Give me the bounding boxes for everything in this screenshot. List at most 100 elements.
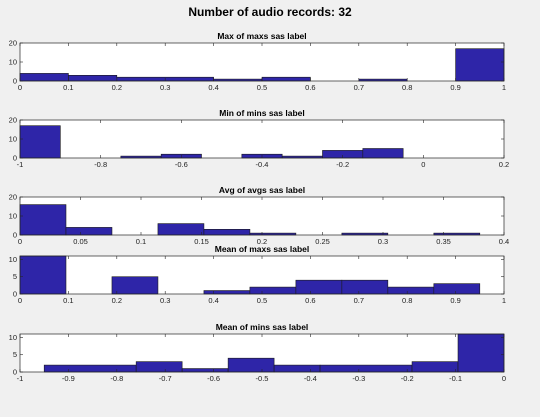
subplot-title: Min of mins sas label <box>219 108 305 118</box>
subplot-title: Avg of avgs sas label <box>219 185 305 195</box>
x-tick-label: 0.8 <box>402 83 412 92</box>
y-tick-label: 20 <box>9 116 17 125</box>
y-tick-label: 10 <box>9 212 17 221</box>
histogram-bar <box>181 368 229 373</box>
x-tick-label: 1 <box>502 296 506 305</box>
x-tick-label: 0 <box>18 83 22 92</box>
histogram-bar <box>65 227 113 236</box>
y-tick-label: 0 <box>13 154 17 163</box>
histogram-bar <box>203 229 251 236</box>
x-tick-label: -0.4 <box>256 160 269 169</box>
subplot-2: Min of mins sas label -1 -0.8 -0.6 -0.4 -0.2 0… <box>9 108 510 169</box>
y-tick-label: 10 <box>9 135 17 144</box>
histogram-bar <box>261 76 311 82</box>
x-tick-label: 0.15 <box>194 237 209 246</box>
histogram-bar <box>273 364 321 373</box>
histogram-bar <box>43 364 137 373</box>
figure-suptitle: Number of audio records: 32 <box>188 5 352 19</box>
x-tick-label: 0.05 <box>73 237 88 246</box>
x-tick-label: -0.7 <box>159 374 172 383</box>
x-tick-label: -0.4 <box>304 374 317 383</box>
x-tick-label: -1 <box>17 160 24 169</box>
x-tick-label: 0.3 <box>378 237 388 246</box>
x-tick-label: 0.7 <box>354 296 364 305</box>
histogram-bar <box>319 364 413 373</box>
y-tick-label: 20 <box>9 39 17 48</box>
x-tick-label: 0.4 <box>208 296 218 305</box>
x-tick-label: -0.8 <box>110 374 123 383</box>
x-tick-label: 0.2 <box>112 83 122 92</box>
y-tick-label: 20 <box>9 193 17 202</box>
x-tick-label: 0.2 <box>257 237 267 246</box>
x-tick-label: 0.35 <box>436 237 451 246</box>
x-tick-label: 0.5 <box>257 83 267 92</box>
subplots: Max of maxs sas label 0 0.1 0.2 0.3 0.4 0.5 0.6… <box>9 31 510 383</box>
x-tick-label: 0.1 <box>63 83 73 92</box>
histogram-bar <box>387 286 435 295</box>
histogram-bar <box>135 361 183 373</box>
y-tick-label: 0 <box>13 368 17 377</box>
histogram-bar <box>341 279 389 295</box>
axes-frame <box>19 333 505 373</box>
axes-frame <box>19 196 505 236</box>
subplot-4: Mean of maxs sas label 0 0.1 0.2 0.3 0.4 0.5 0.… <box>9 244 506 305</box>
x-tick-label: -0.2 <box>401 374 414 383</box>
x-tick-label: 0.8 <box>402 296 412 305</box>
histogram-bar <box>362 148 404 159</box>
x-tick-label: 0.6 <box>305 296 315 305</box>
x-tick-label: 0.7 <box>354 83 364 92</box>
histogram-bar <box>68 75 118 82</box>
x-tick-label: 0 <box>18 296 22 305</box>
x-tick-label: 0.2 <box>112 296 122 305</box>
x-tick-label: 0.3 <box>160 83 170 92</box>
histogram-bar <box>111 276 159 295</box>
subplot-1: Max of maxs sas label 0 0.1 0.2 0.3 0.4 0.5 0.6… <box>9 31 506 92</box>
y-tick-label: 5 <box>13 272 17 281</box>
x-tick-label: 0.1 <box>136 237 146 246</box>
x-tick-label: -0.9 <box>62 374 75 383</box>
x-tick-label: 0.3 <box>160 296 170 305</box>
plot-area <box>20 120 504 158</box>
x-tick-label: -0.8 <box>94 160 107 169</box>
histogram-bar <box>227 357 275 373</box>
subplot-title: Max of maxs sas label <box>217 31 306 41</box>
x-tick-label: 0.2 <box>499 160 509 169</box>
histogram-bar <box>19 73 69 82</box>
axes-frame <box>19 119 505 159</box>
y-tick-label: 10 <box>9 255 17 264</box>
histogram-bar <box>295 279 343 295</box>
histogram-bar <box>433 283 481 295</box>
x-tick-label: 0.4 <box>499 237 509 246</box>
subplot-5: Mean of mins sas label -1 -0.9 -0.8 -0.7 -0.6… <box>9 322 506 383</box>
histogram-bar <box>19 255 67 295</box>
x-tick-label: -0.2 <box>336 160 349 169</box>
subplot-3: Avg of avgs sas label 0 0.05 0.1 0.15 0.2 0.25… <box>9 185 510 246</box>
x-tick-label: 0.9 <box>450 83 460 92</box>
x-tick-label: 0.6 <box>305 83 315 92</box>
y-tick-label: 0 <box>13 231 17 240</box>
y-tick-label: 5 <box>13 350 17 359</box>
x-tick-label: 0.25 <box>315 237 330 246</box>
x-tick-label: -0.6 <box>175 160 188 169</box>
x-tick-label: 0.5 <box>257 296 267 305</box>
x-tick-label: 0.9 <box>450 296 460 305</box>
histogram-bar <box>19 204 67 236</box>
plot-area <box>20 43 504 81</box>
histogram-bar <box>157 223 205 236</box>
axes-frame <box>19 42 505 82</box>
y-tick-label: 0 <box>13 77 17 86</box>
histogram-bar <box>203 290 251 295</box>
y-tick-label: 0 <box>13 290 17 299</box>
x-tick-label: -0.1 <box>449 374 462 383</box>
histogram-bar <box>249 286 297 295</box>
histogram-bar <box>455 48 505 82</box>
x-tick-label: 0.1 <box>63 296 73 305</box>
subplot-title: Mean of mins sas label <box>216 322 309 332</box>
x-tick-label: -0.6 <box>207 374 220 383</box>
x-tick-label: 0 <box>502 374 506 383</box>
x-tick-label: -1 <box>17 374 24 383</box>
x-tick-label: 0.4 <box>208 83 218 92</box>
y-tick-label: 10 <box>9 58 17 67</box>
histogram-bar <box>19 125 61 159</box>
